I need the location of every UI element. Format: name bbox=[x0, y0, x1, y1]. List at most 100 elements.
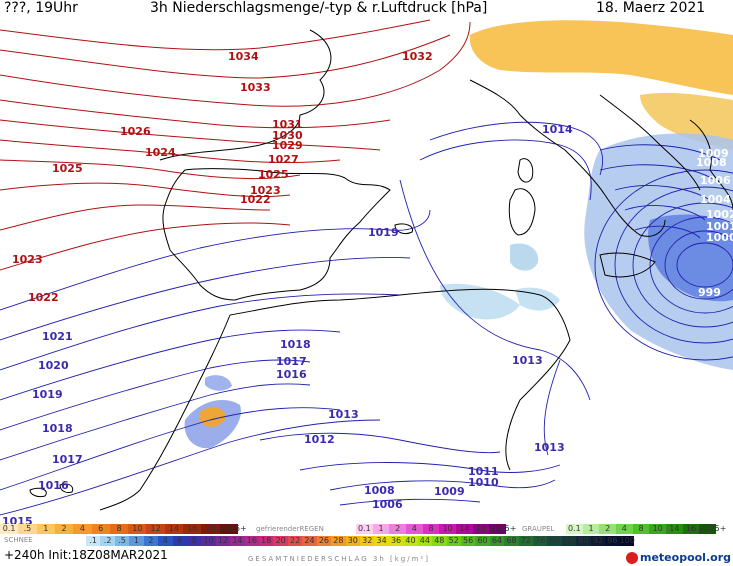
legend-swatch: 68 bbox=[504, 536, 519, 546]
legend-swatch: 1 bbox=[582, 524, 600, 534]
legend-swatch: 16 bbox=[183, 524, 202, 534]
coast-morocco-atlantic bbox=[99, 314, 231, 511]
legend-swatch: 36 bbox=[388, 536, 404, 546]
legend-swatch: 16 bbox=[472, 524, 490, 534]
rain-area-morocco-small bbox=[205, 375, 232, 391]
isobar-label: 1013 bbox=[534, 441, 565, 454]
legend-swatch: 48 bbox=[432, 536, 447, 546]
legend-swatch: 10 bbox=[128, 524, 147, 534]
brand-logo[interactable]: meteopool.org bbox=[626, 551, 731, 564]
legend-swatch: 2 bbox=[389, 524, 406, 534]
legend-swatch: 1 bbox=[129, 536, 144, 546]
isobar-label: 1009 bbox=[698, 147, 729, 160]
legend-swatch: 18 bbox=[259, 536, 274, 546]
legend-swatch: 24 bbox=[302, 536, 317, 546]
isobar-label: 1032 bbox=[402, 50, 433, 63]
model-run-label: +240h Init:18Z08MAR2021 bbox=[4, 548, 168, 562]
legend-swatch: 14 bbox=[164, 524, 184, 534]
legend-swatch: 56 bbox=[460, 536, 476, 546]
isobar-label: 1011 bbox=[468, 465, 499, 478]
legend-swatch: 88 bbox=[576, 536, 591, 546]
coast-greece bbox=[689, 119, 733, 211]
legend-swatch: 14 bbox=[230, 536, 245, 546]
isobar-label: 1016 bbox=[276, 368, 307, 381]
coast-canaries bbox=[29, 483, 74, 498]
legend-row-top: 0.1.5 1 2 4 6 8 10 12 14 16 18 2025+ gefrierenderRE… bbox=[0, 524, 733, 534]
legend-swatch: 8 bbox=[422, 524, 440, 534]
legend-swatch: 100 bbox=[619, 536, 635, 546]
legend-swatch: 16 bbox=[244, 536, 260, 546]
legend-swatch: 80 bbox=[547, 536, 562, 546]
legend-swatch: 1 bbox=[36, 524, 55, 534]
legend-swatch: 6 bbox=[172, 536, 187, 546]
snow-label: SCHNEE bbox=[4, 536, 33, 544]
isobar-label: 1024 bbox=[145, 146, 176, 159]
legend-swatch: .2 bbox=[100, 536, 115, 546]
isobar-label: 1023 bbox=[12, 253, 43, 266]
isobar-label: 1015 bbox=[2, 515, 33, 524]
isobar-label: 1010 bbox=[468, 476, 499, 489]
isobar-label: 1022 bbox=[28, 291, 59, 304]
snow-area-alps bbox=[469, 20, 733, 95]
isobar-label: 1001 bbox=[706, 220, 733, 233]
isobar-label: 1018 bbox=[42, 422, 73, 435]
isobar-label: 1008 bbox=[364, 484, 395, 497]
snow-scale: 0.1.5 1 2 4 6 8 10 12 14 16 18 2025+ bbox=[0, 524, 247, 534]
legend-swatch: 20 bbox=[273, 536, 288, 546]
legend-swatch: 16 bbox=[682, 524, 700, 534]
legend-swatch: 60 bbox=[475, 536, 490, 546]
legend-swatch: 8 bbox=[186, 536, 202, 546]
isobar-label: 1019 bbox=[368, 226, 399, 239]
legend-swatch: 40 bbox=[403, 536, 418, 546]
legend-swatch: 44 bbox=[417, 536, 433, 546]
isobar-label: 1025 bbox=[258, 168, 289, 181]
low-pressure-isobars bbox=[0, 121, 733, 516]
isobar-label: 1027 bbox=[268, 153, 299, 166]
legend-swatch: .5 bbox=[114, 536, 130, 546]
legend-swatch: .5 bbox=[18, 524, 37, 534]
snow-area-atlas-orange bbox=[200, 407, 226, 427]
legend-swatch: 8 bbox=[109, 524, 129, 534]
legend-swatch: 10 bbox=[201, 536, 216, 546]
map-date: 18. Maerz 2021 bbox=[596, 0, 706, 16]
isobar-label: 1012 bbox=[304, 433, 335, 446]
legend-swatch: 72 bbox=[518, 536, 534, 546]
isobar-label: 1021 bbox=[42, 330, 73, 343]
isobar-label: 1030 bbox=[272, 129, 303, 142]
legend-swatch: 2 bbox=[54, 524, 74, 534]
legend-swatch: 4 bbox=[406, 524, 423, 534]
isobar-label: 1014 bbox=[542, 123, 573, 136]
brand-name: meteopool.org bbox=[640, 551, 731, 564]
graupel-label: GRAUPEL bbox=[522, 525, 555, 533]
brand-dot-icon bbox=[626, 551, 638, 564]
coast-sicily bbox=[599, 252, 656, 278]
isobar-label: 1002 bbox=[706, 208, 733, 221]
isobar-label: 1033 bbox=[240, 81, 271, 94]
isobar-label: 999 bbox=[698, 286, 721, 299]
coast-north-africa bbox=[229, 288, 571, 471]
legend-swatch: 12 bbox=[146, 524, 165, 534]
isobar-label: 1009 bbox=[434, 485, 465, 498]
isobar-label: 1031 bbox=[272, 118, 303, 131]
legend-swatch: 2025+ bbox=[219, 524, 247, 534]
precipitation-areas bbox=[184, 20, 733, 449]
isobar-label: 1000 bbox=[706, 231, 733, 244]
legend-swatch: 2025+ bbox=[489, 524, 517, 534]
freezing-rain-scale: 0.1 1 2 4 8 10 14 16 2025+ bbox=[356, 524, 517, 534]
isobar-label: 1026 bbox=[120, 125, 151, 138]
legend-swatch: 18 bbox=[201, 524, 220, 534]
header-left-label: ???, 19Uhr bbox=[4, 0, 78, 16]
isobar-label: 1013 bbox=[512, 354, 543, 367]
legend-swatch: 12 bbox=[215, 536, 231, 546]
legend-swatch: 0.1 bbox=[356, 524, 373, 534]
rain-area-algeria bbox=[440, 283, 520, 320]
coast-balearics bbox=[394, 223, 414, 235]
isobar-label: 1013 bbox=[328, 408, 359, 421]
isobar-label: 1023 bbox=[250, 184, 281, 197]
coast-corsica bbox=[517, 158, 534, 183]
legend-swatch: 22 bbox=[287, 536, 303, 546]
legend-swatch: .1 bbox=[86, 536, 101, 546]
graupel-scale: 0.1 1 2 4 8 10 14 16 2025+ bbox=[566, 524, 726, 534]
isobar-label: 1022 bbox=[240, 193, 271, 206]
legend-swatch: 2 bbox=[143, 536, 159, 546]
